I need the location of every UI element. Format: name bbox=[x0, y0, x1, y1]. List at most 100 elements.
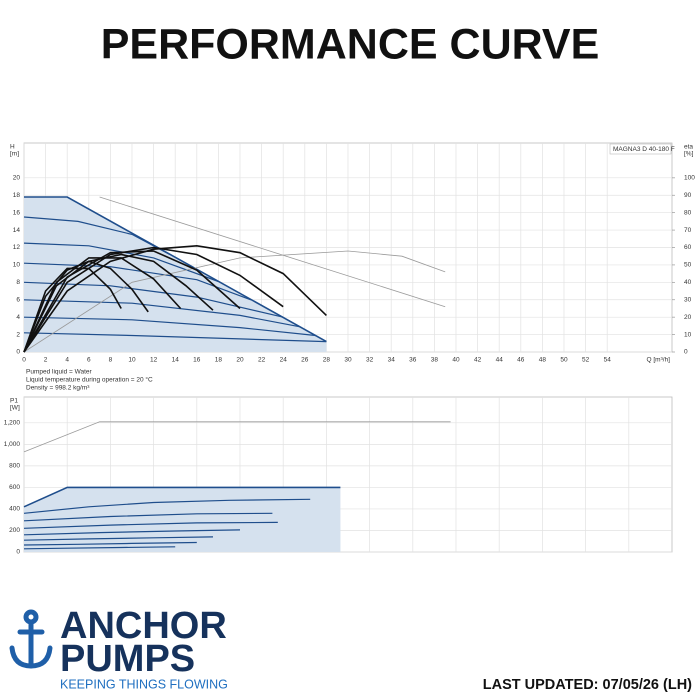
brand-name: PUMPS bbox=[60, 638, 195, 680]
x-tick-label: 6 bbox=[87, 357, 91, 364]
y2-tick-label: 20 bbox=[684, 314, 692, 321]
y-tick-label: 1,000 bbox=[4, 441, 21, 448]
annotation-box bbox=[609, 143, 672, 155]
chart: 0 200 400 600 800 1,000 1,200 P1[W] bbox=[4, 396, 673, 556]
annotation: MAGNA3 D 40-180 F bbox=[613, 146, 675, 153]
area bbox=[24, 487, 341, 552]
x-tick-label: 28 bbox=[323, 357, 331, 364]
y2-tick-label: 10 bbox=[684, 331, 692, 338]
x-tick-label: 54 bbox=[604, 357, 612, 364]
line bbox=[23, 244, 327, 353]
x-tick-label: 44 bbox=[496, 357, 504, 364]
x-tick-label: 50 bbox=[560, 357, 568, 364]
note: Density = 998.2 kg/m³ bbox=[26, 385, 90, 392]
y-axis-label: H bbox=[10, 144, 15, 151]
x-tick-label: 46 bbox=[517, 357, 525, 364]
line bbox=[99, 196, 446, 308]
y-tick-label: 8 bbox=[16, 279, 20, 286]
x-tick-label: 8 bbox=[109, 357, 113, 364]
line bbox=[23, 250, 241, 353]
page-title: PERFORMANCE CURVE bbox=[101, 20, 600, 68]
y-tick-label: 0 bbox=[16, 349, 20, 356]
x-tick-label: 26 bbox=[301, 357, 309, 364]
y-tick-label: 200 bbox=[9, 527, 20, 534]
y-axis-label: P1 bbox=[10, 398, 18, 405]
y2-tick-label: 100 bbox=[684, 175, 695, 182]
y-tick-label: 1,200 bbox=[4, 420, 21, 427]
x-tick-label: 22 bbox=[258, 357, 266, 364]
x-axis-label: Q [m³/h] bbox=[647, 357, 671, 364]
line bbox=[23, 529, 241, 536]
line bbox=[23, 498, 311, 514]
y-tick-label: 20 bbox=[13, 175, 21, 182]
y-tick-label: 18 bbox=[13, 192, 21, 199]
x-tick-label: 0 bbox=[22, 357, 26, 364]
y-axis-label: [W] bbox=[10, 405, 20, 412]
line bbox=[23, 267, 122, 353]
y2-tick-label: 30 bbox=[684, 296, 692, 303]
x-tick-label: 4 bbox=[65, 357, 69, 364]
line bbox=[23, 521, 278, 529]
y2-axis-label: [%] bbox=[684, 151, 694, 158]
y-tick-label: 12 bbox=[13, 244, 21, 251]
y2-tick-label: 70 bbox=[684, 227, 692, 234]
x-tick-label: 36 bbox=[409, 357, 417, 364]
line bbox=[23, 546, 176, 550]
line bbox=[23, 216, 171, 256]
y-tick-label: 4 bbox=[16, 314, 20, 321]
x-tick-label: 16 bbox=[193, 357, 201, 364]
x-tick-label: 10 bbox=[128, 357, 136, 364]
x-tick-label: 42 bbox=[474, 357, 482, 364]
area bbox=[24, 197, 327, 352]
x-tick-label: 14 bbox=[172, 357, 180, 364]
brand-tagline: KEEPING THINGS FLOWING bbox=[60, 677, 228, 691]
x-tick-label: 32 bbox=[366, 357, 374, 364]
y2-tick-label: 90 bbox=[684, 192, 692, 199]
y-tick-label: 2 bbox=[16, 331, 20, 338]
line bbox=[23, 512, 273, 522]
line bbox=[23, 250, 446, 353]
x-tick-label: 34 bbox=[388, 357, 396, 364]
y2-tick-label: 50 bbox=[684, 262, 692, 269]
y-axis-label: [m] bbox=[10, 151, 19, 158]
line bbox=[23, 262, 252, 301]
y-tick-label: 0 bbox=[16, 549, 20, 556]
line bbox=[23, 332, 327, 343]
line bbox=[23, 260, 149, 353]
y2-tick-label: 60 bbox=[684, 244, 692, 251]
line bbox=[23, 486, 341, 508]
x-tick-label: 2 bbox=[44, 357, 48, 364]
x-tick-label: 20 bbox=[236, 357, 244, 364]
y-tick-label: 16 bbox=[13, 209, 21, 216]
y2-tick-label: 40 bbox=[684, 279, 692, 286]
y-tick-label: 14 bbox=[13, 227, 21, 234]
brand-name: ANCHOR bbox=[60, 605, 227, 647]
line bbox=[23, 281, 284, 318]
y-tick-label: 600 bbox=[9, 484, 20, 491]
x-tick-label: 18 bbox=[215, 357, 223, 364]
y-tick-label: 800 bbox=[9, 463, 20, 470]
x-tick-label: 40 bbox=[452, 357, 460, 364]
y-tick-label: 6 bbox=[16, 296, 20, 303]
line bbox=[23, 421, 451, 453]
y-tick-label: 400 bbox=[9, 506, 20, 513]
x-tick-label: 30 bbox=[344, 357, 352, 364]
y2-axis-label: eta bbox=[684, 144, 693, 151]
line bbox=[23, 253, 214, 353]
x-tick-label: 52 bbox=[582, 357, 590, 364]
y2-tick-label: 80 bbox=[684, 209, 692, 216]
line bbox=[23, 541, 197, 546]
chart: 0 2 4 6 8 10 12 14 16 18 20 22 24 26 28 30 32 34 36 38 40 42 4… bbox=[10, 142, 695, 392]
x-tick-label: 12 bbox=[150, 357, 158, 364]
anchor-logo bbox=[9, 609, 53, 669]
line bbox=[23, 316, 316, 337]
x-tick-label: 24 bbox=[280, 357, 288, 364]
line bbox=[23, 299, 300, 328]
note: Liquid temperature during operation = 20… bbox=[26, 376, 153, 384]
line bbox=[23, 257, 182, 353]
line bbox=[23, 536, 214, 541]
x-tick-label: 38 bbox=[431, 357, 439, 364]
note: Pumped liquid = Water bbox=[26, 369, 93, 376]
y-tick-label: 10 bbox=[13, 262, 21, 269]
